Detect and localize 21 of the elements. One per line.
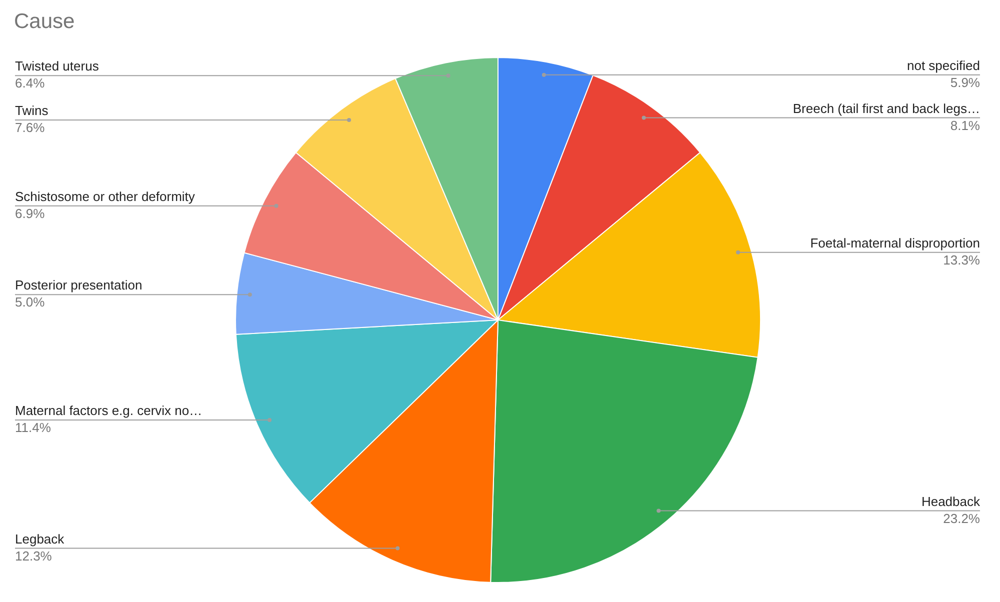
slice-label: Breech (tail first and back legs… — [792, 100, 980, 116]
slice-label: Twisted uterus — [15, 58, 100, 74]
slice-label: Schistosome or other deformity — [15, 188, 196, 204]
data-label: 12.3% — [15, 548, 52, 564]
slice-label: Headback — [921, 494, 980, 509]
data-label: 13.3% — [943, 252, 980, 268]
data-label: 5.0% — [15, 294, 46, 310]
slice-label: not specified — [907, 58, 980, 73]
chart-title: Cause — [14, 10, 75, 34]
slice-label: Twins — [15, 103, 49, 118]
data-label: 23.2% — [943, 510, 980, 526]
data-label: 7.6% — [15, 120, 46, 136]
slice-label: Maternal factors e.g. cervix no… — [15, 403, 202, 418]
slice-label: Foetal-maternal disproportion — [810, 235, 980, 250]
data-label: 11.4% — [15, 420, 52, 436]
data-label: 8.1% — [950, 118, 980, 133]
slice-label: Posterior presentation — [15, 278, 142, 293]
slice-label: Legback — [15, 531, 65, 546]
data-label: 6.9% — [15, 206, 46, 221]
data-label: 5.9% — [950, 74, 980, 90]
data-label: 6.4% — [15, 76, 46, 91]
